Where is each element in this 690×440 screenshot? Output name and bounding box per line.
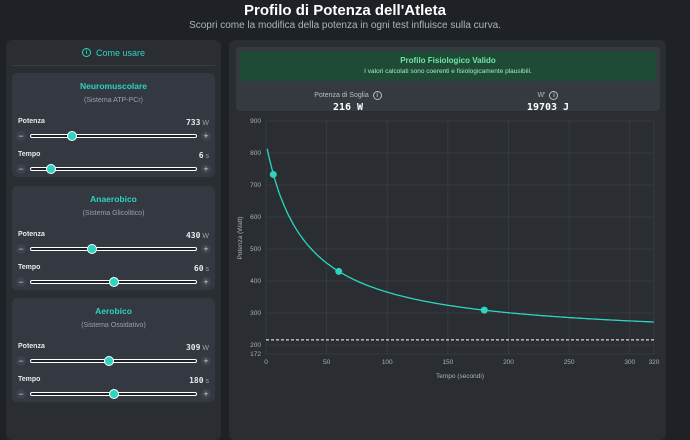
power-label: Potenza [18,118,45,125]
card-title: Aerobico [95,306,132,316]
x-tick-label: 100 [382,359,393,366]
page-subtitle: Scopri come la modifica della potenza in… [189,20,501,31]
increase-power-button[interactable]: + [201,356,211,366]
decrease-time-button[interactable]: − [16,164,26,174]
power-slider[interactable] [30,356,197,366]
time-label: Tempo [18,264,41,271]
chart-panel: Profilo Fisiologico Valido I valori calc… [229,40,666,440]
banner-title: Profilo Fisiologico Valido [400,56,496,65]
time-slider[interactable] [30,389,197,399]
y-tick-label: 200 [250,342,261,349]
x-tick-label: 300 [624,359,635,366]
increase-time-button[interactable]: + [201,277,211,287]
time-label: Tempo [18,376,41,383]
time-slider-thumb[interactable] [108,389,119,399]
time-slider-thumb[interactable] [108,277,119,287]
decrease-power-button[interactable]: − [16,244,26,254]
power-slider-thumb[interactable] [103,356,114,366]
increase-power-button[interactable]: + [201,131,211,141]
time-slider[interactable] [30,277,197,287]
time-value: 60 [193,264,204,273]
x-tick-label: 0 [264,359,268,366]
x-tick-label: 50 [323,359,331,366]
power-value: 430 [185,231,201,240]
card-title: Neuromuscolare [79,81,148,91]
increase-power-button[interactable]: + [201,244,211,254]
data-point [335,267,343,275]
power-unit: W [202,233,209,240]
time-value: 6 [198,151,204,160]
card-system: (Sistema ATP-PCr) [84,97,143,104]
data-point [480,306,488,314]
card-system: (Sistema Glicolitico) [82,210,145,217]
wprime-metric: W' i 19703 J [448,91,648,113]
power-curve-chart: 0 50 100 150 200 250 300 320 172 200 300 400 500 600 7… [237,118,660,380]
energy-system-card: Anaerobico (Sistema Glicolitico) Potenza… [12,186,215,290]
x-tick-label: 150 [442,359,453,366]
y-tick-label: 500 [250,246,261,253]
power-slider-thumb[interactable] [67,131,78,141]
power-value: 309 [185,343,201,352]
time-unit: s [205,153,210,160]
time-slider[interactable] [30,164,197,174]
power-label: Potenza [18,343,45,350]
y-tick-label: 600 [250,214,261,221]
decrease-time-button[interactable]: − [16,389,26,399]
decrease-time-button[interactable]: − [16,277,26,287]
time-label: Tempo [18,151,41,158]
power-unit: W [202,345,209,352]
energy-system-card: Neuromuscolare (Sistema ATP-PCr) Potenza… [12,73,215,177]
y-tick-label: 900 [250,118,261,125]
controls-panel: i Come usare Neuromuscolare (Sistema ATP… [6,40,221,440]
time-unit: s [205,266,210,273]
y-tick-label: 300 [250,310,261,317]
valid-banner: Profilo Fisiologico Valido I valori calc… [240,51,656,81]
status-box: Profilo Fisiologico Valido I valori calc… [236,47,660,113]
cp-label: Potenza di Soglia [314,92,369,99]
energy-system-card: Aerobico (Sistema Ossidativo) Potenza 309… [12,298,215,402]
power-slider[interactable] [30,244,197,254]
x-tick-label: 200 [503,359,514,366]
x-tick-label: 250 [564,359,575,366]
time-unit: s [205,378,210,385]
increase-time-button[interactable]: + [201,389,211,399]
page-title: Profilo di Potenza dell'Atleta [244,2,446,19]
info-icon[interactable]: i [549,91,559,100]
y-tick-label: 700 [250,182,261,189]
cp-metric: Potenza di Soglia i 216 W [248,91,448,113]
time-value: 180 [189,376,204,385]
power-slider-thumb[interactable] [87,244,98,254]
power-curve [266,148,654,323]
wprime-value: 19703 J [526,102,570,113]
y-tick-label: 400 [250,278,261,285]
decrease-power-button[interactable]: − [16,131,26,141]
info-icon: i [81,48,91,57]
decrease-power-button[interactable]: − [16,356,26,366]
increase-time-button[interactable]: + [201,164,211,174]
x-axis-label: Tempo (secondi) [436,373,484,380]
y-tick-label: 172 [250,351,261,358]
power-value: 733 [185,118,201,127]
banner-message: I valori calcolati sono coerenti e fisio… [364,68,532,75]
data-point [269,170,277,178]
card-title: Anaerobico [90,194,137,204]
time-slider-thumb[interactable] [45,164,56,174]
x-tick-label: 320 [649,359,660,366]
how-to-button[interactable]: i Come usare [12,40,215,66]
power-label: Potenza [18,231,45,238]
y-tick-label: 800 [250,150,261,157]
card-system: (Sistema Ossidativo) [81,322,146,329]
power-unit: W [202,120,209,127]
how-to-label: Come usare [95,47,146,58]
y-axis-label: Potenza (Watt) [237,216,244,259]
wprime-label: W' [537,92,546,99]
cp-value: 216 W [332,102,364,113]
info-icon[interactable]: i [372,91,382,100]
power-slider[interactable] [30,131,197,141]
